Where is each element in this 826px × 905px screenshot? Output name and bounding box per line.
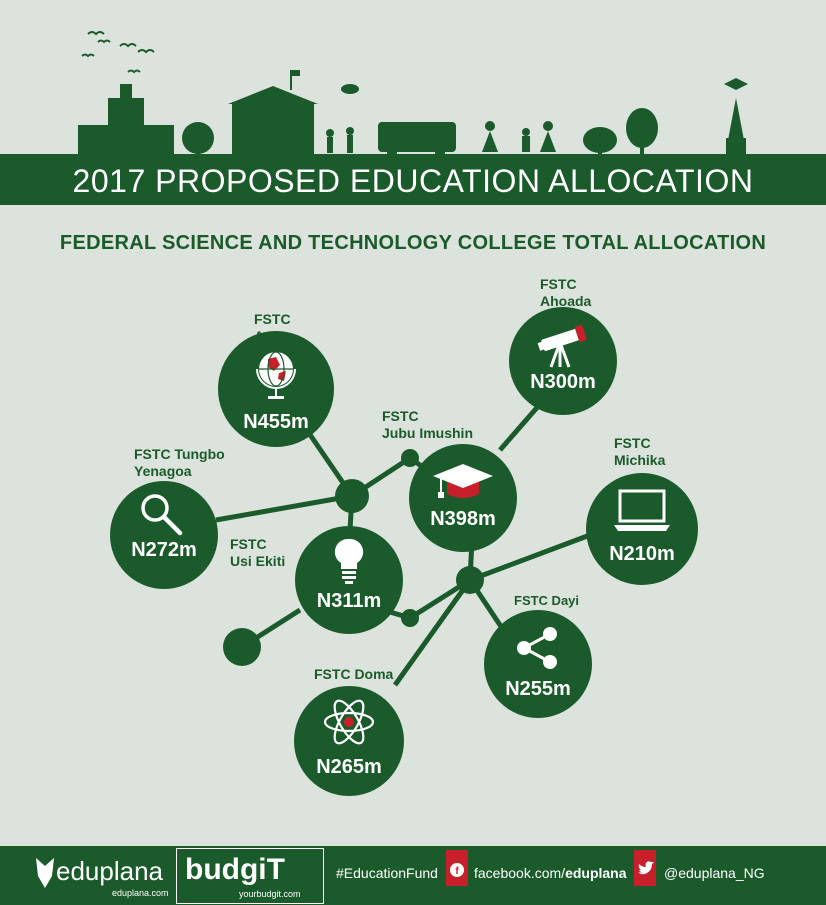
allocation-amount: N311m <box>316 590 382 612</box>
twitter-link[interactable]: @eduplana_NG <box>664 865 765 881</box>
lightbulb-icon <box>334 538 364 584</box>
college-name-line2: Usi Ekiti <box>230 553 286 569</box>
budgit-logo-box: budgiT yourbudgit.com <box>176 848 324 904</box>
node-fstc-doma: N265m <box>294 686 404 796</box>
skyline-illustration <box>0 31 826 158</box>
pen-nib-icon <box>36 858 54 888</box>
allocation-amount: N255m <box>505 678 571 700</box>
eduplana-logo: eduplana eduplana.com <box>30 850 170 902</box>
eduplana-site: eduplana.com <box>112 888 169 898</box>
hub-dot <box>401 449 419 467</box>
college-name-line1: FSTC Tungbo <box>134 446 225 462</box>
college-name-line2: Yenagoa <box>134 463 192 479</box>
node-fstc-dayi: N255m <box>484 610 592 718</box>
college-name-line2: Awka <box>254 328 291 344</box>
college-name-line2: Ahoada <box>540 293 592 309</box>
college-name-line1: FSTC <box>230 536 267 552</box>
hub-dot <box>223 628 261 666</box>
allocation-amount: N265m <box>316 756 382 778</box>
allocation-amount: N210m <box>609 543 675 565</box>
budgit-brand: budgiT <box>185 853 285 886</box>
hub-dot <box>456 566 484 594</box>
college-label-doma: FSTC Doma <box>314 666 393 683</box>
facebook-icon: f <box>450 863 464 877</box>
svg-text:f: f <box>455 866 459 877</box>
college-label-dayi: FSTC Dayi <box>514 592 579 609</box>
eduplana-brand: eduplana <box>56 856 163 886</box>
college-name-line2: Michika <box>614 452 666 468</box>
magnifier-icon <box>141 494 183 536</box>
college-name-line2: Jubu Imushin <box>382 425 473 441</box>
allocation-amount: N272m <box>131 539 197 561</box>
college-label-tungbo: FSTC Tungbo Yenagoa <box>134 446 225 480</box>
subtitle: FEDERAL SCIENCE AND TECHNOLOGY COLLEGE T… <box>59 232 767 254</box>
share-icon <box>517 627 557 669</box>
college-label-awka: FSTC Awka <box>254 311 291 345</box>
hub-dot <box>401 609 419 627</box>
college-label-michika: FSTC Michika <box>614 435 665 469</box>
facebook-link[interactable]: facebook.com/eduplana <box>474 865 627 881</box>
facebook-icon-box: f <box>446 850 468 886</box>
allocation-amount: N300m <box>530 371 596 393</box>
atom-icon <box>323 699 375 745</box>
node-fstc-usi-ekiti: N311m <box>295 526 403 634</box>
facebook-handle: eduplana <box>565 865 627 881</box>
node-fstc-ahoada: N300m <box>509 307 617 415</box>
laptop-icon <box>614 489 670 531</box>
hashtag-text: #EducationFund <box>336 865 438 881</box>
hub-dot <box>335 479 369 513</box>
node-fstc-jubu-imushin: N398m <box>409 444 517 552</box>
facebook-prefix: facebook.com/ <box>474 865 566 881</box>
college-name-line1: FSTC Doma <box>314 666 394 682</box>
college-label-jubu: FSTC Jubu Imushin <box>382 408 473 442</box>
node-fstc-michika: N210m <box>586 473 698 585</box>
allocation-amount: N455m <box>243 411 309 433</box>
node-fstc-tungbo-yenagoa: N272m <box>110 481 218 589</box>
telescope-icon <box>537 325 587 368</box>
college-name-line1: FSTC <box>254 311 291 327</box>
budgit-site: yourbudgit.com <box>239 889 301 899</box>
college-name-line1: FSTC <box>382 408 419 424</box>
college-name-line1: FSTC Dayi <box>514 593 580 608</box>
twitter-icon <box>638 861 654 875</box>
college-name-line1: FSTC <box>614 435 651 451</box>
globe-icon <box>256 351 296 399</box>
college-label-ahoada: FSTC Ahoada <box>540 276 591 310</box>
footer-bar: eduplana eduplana.com budgiT yourbudgit.… <box>0 846 826 905</box>
twitter-icon-box <box>634 850 656 886</box>
college-name-line1: FSTC <box>540 276 577 292</box>
allocation-amount: N398m <box>430 508 496 530</box>
node-fstc-awka: N455m <box>218 331 334 447</box>
graduation-cap-icon <box>433 464 493 498</box>
main-title: 2017 PROPOSED EDUCATION ALLOCATION <box>0 155 826 205</box>
college-label-usi: FSTC Usi Ekiti <box>230 536 285 570</box>
